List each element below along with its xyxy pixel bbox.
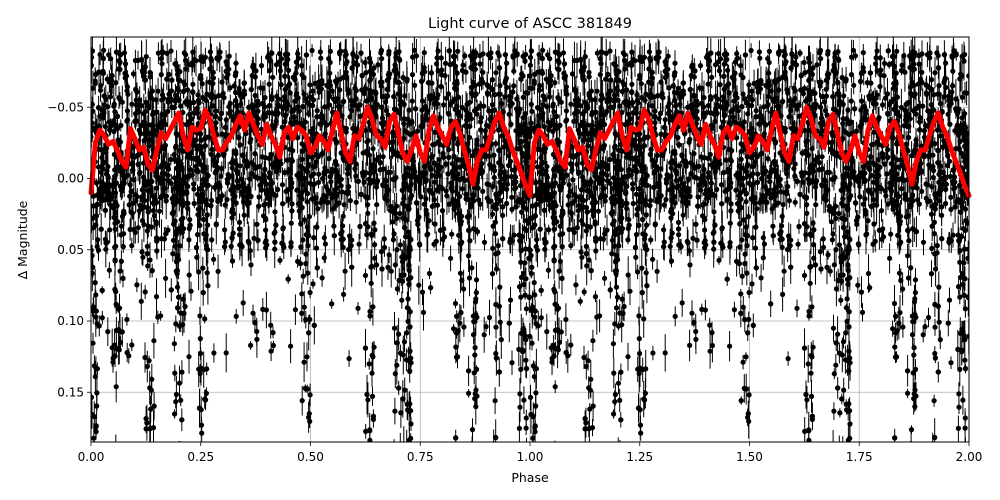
y-tick-label: 0.05 [57,243,84,257]
x-tick-label: 0.50 [297,450,324,464]
x-tick-label: 1.75 [846,450,873,464]
model-curve [88,104,972,199]
x-axis-ticks: 0.00 0.25 0.50 0.75 1.00 1.25 1.50 1.75 2.00 [78,442,983,464]
x-axis-label: Phase [511,470,549,485]
x-tick-label: 1.25 [626,450,653,464]
y-tick-label: −0.05 [47,100,84,114]
y-tick-label: 0.15 [57,385,84,399]
y-axis-label: Δ Magnitude [15,200,30,279]
y-axis-ticks: −0.05 0.00 0.05 0.10 0.15 [47,100,91,399]
x-tick-label: 1.00 [517,450,544,464]
x-tick-label: 0.00 [78,450,105,464]
x-tick-label: 0.75 [407,450,434,464]
binned-model-line [88,104,972,199]
x-tick-label: 2.00 [956,450,983,464]
x-tick-label: 1.50 [736,450,763,464]
y-tick-label: 0.10 [57,314,84,328]
chart-title: Light curve of ASCC 381849 [428,16,632,32]
x-tick-label: 0.25 [187,450,214,464]
y-tick-label: 0.00 [57,172,84,186]
